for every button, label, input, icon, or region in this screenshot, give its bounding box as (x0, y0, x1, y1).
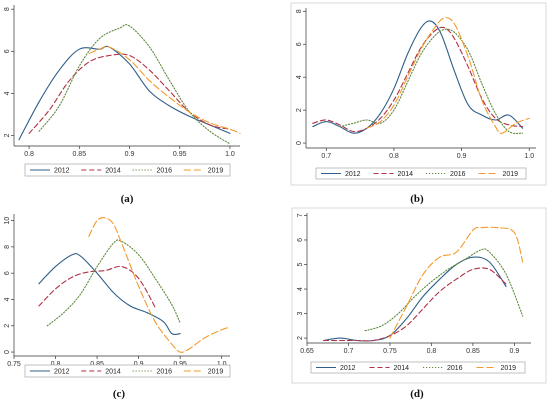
series-line-2016-b (339, 28, 524, 135)
y-tick-label-a: 2 (4, 133, 11, 137)
x-tick-label-a: 0.95 (173, 151, 187, 158)
x-tick-label-d: 0.9 (510, 348, 520, 355)
y-tick-label-d: 3 (297, 312, 304, 316)
y-tick-label-d: 5 (297, 262, 304, 266)
legend-label-2019-c: 2019 (208, 369, 224, 376)
y-tick-label-c: 2 (4, 324, 11, 328)
panel-c: (c) 0.75 0.8 0.85 0.9 0.95 1.0 0 2 4 6 8 10 2012 2014… (4, 214, 231, 400)
x-tick-label-d: 0.85 (466, 348, 480, 355)
legend-label-2012-c: 2012 (54, 369, 70, 376)
series-line-2016-c (46, 239, 181, 327)
x-tick-label-c: 0.95 (173, 361, 187, 368)
series-line-2014-b (312, 26, 524, 133)
x-tick-label-c: 1.0 (217, 361, 227, 368)
y-tick-label-a: 4 (4, 91, 11, 95)
x-tick-label-d: 0.65 (300, 348, 314, 355)
x-tick-label-b: 0.9 (457, 153, 467, 160)
series-line-2014-d (323, 267, 507, 342)
x-tick-label-c: 0.9 (134, 361, 144, 368)
y-tick-label-c: 4 (4, 297, 11, 301)
x-tick-label-a: 0.8 (24, 151, 34, 158)
x-tick-label-d: 0.7 (344, 348, 354, 355)
x-tick-label-c: 0.75 (7, 361, 21, 368)
legend-label-2016-a: 2016 (157, 168, 173, 175)
y-tick-label-a: 6 (4, 49, 11, 53)
legend-label-2014-b: 2014 (398, 171, 414, 178)
x-tick-label-a: 1.0 (225, 151, 235, 158)
legend-label-2012-d: 2012 (340, 365, 356, 372)
legend-label-2014-c: 2014 (105, 369, 121, 376)
y-tick-label-b: 8 (296, 9, 303, 13)
y-tick-label-c: 6 (4, 271, 11, 275)
legend-label-2019-a: 2019 (208, 168, 224, 175)
series-line-2019-a (88, 45, 241, 134)
legend-box-d (310, 361, 526, 374)
legend-label-2012-b: 2012 (345, 171, 361, 178)
x-tick-label-b: 0.8 (389, 153, 399, 160)
legend-label-2016-b: 2016 (450, 171, 466, 178)
x-tick-label-d: 0.8 (427, 348, 437, 355)
y-tick-label-b: 6 (296, 42, 303, 46)
legend-box-c (24, 364, 231, 378)
panel-label-c: (c) (113, 388, 126, 400)
x-tick-label-d: 0.75 (383, 348, 397, 355)
panel-label-b: (b) (410, 193, 424, 205)
y-tick-label-d: 4 (297, 287, 304, 291)
panel-label-a: (a) (121, 193, 134, 205)
y-tick-label-c: 8 (4, 245, 11, 249)
series-line-2014-c (38, 265, 156, 308)
series-line-2012-d (323, 256, 507, 342)
panel-a: (a) 0.8 0.85 0.9 0.95 1.0 2 4 6 8 2012 2014 2016 201… (4, 5, 241, 205)
series-line-2019-b (366, 17, 530, 134)
legend-label-2019-d: 2019 (501, 365, 517, 372)
legend-label-2012-a: 2012 (54, 168, 70, 175)
x-tick-label-c: 0.85 (90, 361, 104, 368)
legend-label-2019-b: 2019 (503, 171, 519, 178)
panel-b: (b) 0.7 0.8 0.9 1.0 0 2 4 6 8 2012 2014 2016 2019 (290, 2, 547, 205)
x-tick-label-c: 0.8 (51, 361, 61, 368)
y-tick-label-b: 2 (296, 108, 303, 112)
panel-d: (d) 0.65 0.7 0.75 0.8 0.85 0.9 2 3 4 5 6 7 2012 2014 2… (291, 207, 547, 400)
panel-frame-b (290, 2, 547, 186)
y-tick-label-c: 0 (4, 350, 11, 354)
legend-label-2014-a: 2014 (105, 168, 121, 175)
x-tick-label-b: 0.7 (321, 153, 331, 160)
y-tick-label-b: 0 (296, 141, 303, 145)
legend-box-b (315, 167, 527, 180)
y-tick-label-c: 10 (4, 217, 11, 225)
x-tick-label-a: 0.9 (125, 151, 135, 158)
x-tick-label-b: 1.0 (524, 153, 534, 160)
series-line-2019-c (88, 217, 231, 353)
series-line-2016-d (364, 248, 524, 332)
legend-label-2016-c: 2016 (157, 369, 173, 376)
series-line-2012-c (38, 253, 181, 336)
y-tick-label-b: 4 (296, 75, 303, 79)
legend-label-2014-d: 2014 (394, 365, 410, 372)
legend-label-2016-d: 2016 (447, 365, 463, 372)
y-tick-label-d: 7 (297, 213, 304, 217)
y-tick-label-d: 6 (297, 238, 304, 242)
series-line-2012-a (18, 45, 231, 141)
series-line-2012-b (312, 20, 524, 134)
panel-frame-d (291, 207, 547, 384)
y-tick-label-d: 2 (297, 336, 304, 340)
series-line-2014-a (28, 53, 231, 134)
series-line-2016-a (38, 24, 231, 145)
x-tick-label-a: 0.85 (72, 151, 86, 158)
y-tick-label-a: 8 (4, 7, 11, 11)
panel-label-d: (d) (410, 388, 424, 400)
legend-box-a (24, 163, 231, 177)
series-line-2019-d (389, 226, 524, 339)
